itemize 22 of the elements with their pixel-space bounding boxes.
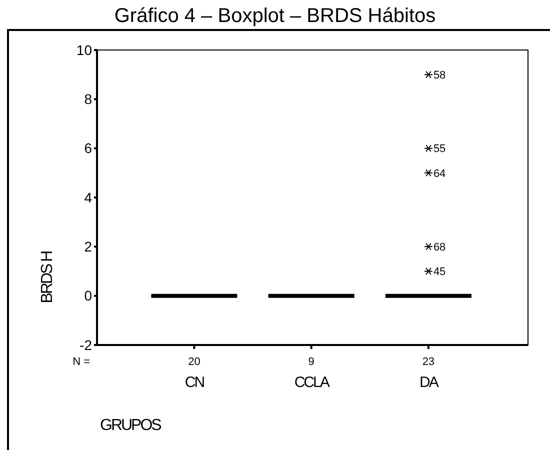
x-tick-label: DA	[420, 374, 439, 391]
text: 20	[188, 356, 200, 368]
y-tick-label: 4	[84, 189, 92, 206]
annotation: 55	[433, 143, 446, 156]
y-tick-label: 6	[84, 140, 92, 156]
chart-title: Gráfico 4 – Boxplot – BRDS Hábitos	[114, 5, 436, 27]
annotation: 68	[433, 242, 446, 254]
x-tick-label: CCLA	[294, 374, 330, 391]
text: N =	[72, 356, 90, 368]
annotation: 58	[433, 69, 446, 82]
annotation: 45	[433, 266, 446, 278]
text: 9	[308, 356, 314, 368]
annotation: 64	[433, 168, 446, 180]
text: 23	[422, 356, 435, 368]
y-tick-label: 0	[84, 288, 92, 304]
y-tick-label: 2	[84, 238, 92, 255]
y-tick-label: 8	[84, 91, 92, 108]
y-axis-title: BRDS H	[39, 250, 56, 304]
x-axis-title: GRUPOS	[100, 417, 162, 434]
y-tick-label: -2	[80, 336, 92, 353]
y-tick-label: 10	[76, 42, 92, 58]
x-tick-label: CN	[184, 374, 204, 391]
